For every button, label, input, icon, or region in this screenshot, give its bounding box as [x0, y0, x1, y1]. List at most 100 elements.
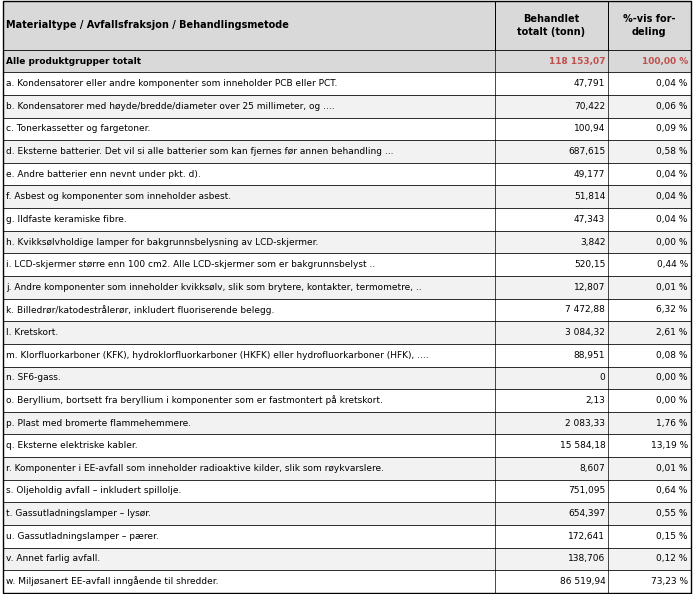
Text: Behandlet
totalt (tonn): Behandlet totalt (tonn) — [517, 14, 586, 37]
Text: 520,15: 520,15 — [574, 260, 605, 269]
Text: f. Asbest og komponenter som inneholder asbest.: f. Asbest og komponenter som inneholder … — [6, 192, 231, 201]
Text: t. Gassutladningslamper – lysør.: t. Gassutladningslamper – lysør. — [6, 509, 151, 518]
Text: 47,791: 47,791 — [574, 79, 605, 88]
Bar — [3, 480, 691, 503]
Text: Materialtype / Avfallsfraksjon / Behandlingsmetode: Materialtype / Avfallsfraksjon / Behandl… — [6, 20, 289, 30]
Text: 73,23 %: 73,23 % — [651, 577, 688, 586]
Text: 15 584,18: 15 584,18 — [559, 441, 605, 450]
Bar — [3, 254, 691, 276]
Bar — [3, 525, 691, 548]
Text: 0: 0 — [600, 374, 605, 383]
Text: q. Eksterne elektriske kabler.: q. Eksterne elektriske kabler. — [6, 441, 138, 450]
Text: k. Billedrør/katodestrålerør, inkludert fluoriserende belegg.: k. Billedrør/katodestrålerør, inkludert … — [6, 305, 275, 315]
Bar — [3, 344, 691, 366]
Text: 1,76 %: 1,76 % — [657, 419, 688, 428]
Text: n. SF6-gass.: n. SF6-gass. — [6, 374, 61, 383]
Text: 0,15 %: 0,15 % — [657, 532, 688, 541]
Text: 3 084,32: 3 084,32 — [566, 328, 605, 337]
Text: v. Annet farlig avfall.: v. Annet farlig avfall. — [6, 554, 101, 563]
Text: 2,61 %: 2,61 % — [657, 328, 688, 337]
Bar — [3, 95, 691, 118]
Text: %-vis for-
deling: %-vis for- deling — [623, 14, 675, 37]
Text: 0,58 %: 0,58 % — [657, 147, 688, 156]
Text: 3,842: 3,842 — [579, 238, 605, 247]
Bar — [3, 434, 691, 457]
Bar — [3, 548, 691, 570]
Text: r. Komponenter i EE-avfall som inneholder radioaktive kilder, slik som røykvarsl: r. Komponenter i EE-avfall som inneholde… — [6, 464, 384, 473]
Text: 0,09 %: 0,09 % — [657, 124, 688, 134]
Text: 0,01 %: 0,01 % — [657, 283, 688, 292]
Text: 654,397: 654,397 — [568, 509, 605, 518]
Text: p. Plast med bromerte flammehemmere.: p. Plast med bromerte flammehemmere. — [6, 419, 192, 428]
Text: 751,095: 751,095 — [568, 486, 605, 495]
Bar — [3, 366, 691, 389]
Bar — [3, 457, 691, 480]
Text: 172,641: 172,641 — [568, 532, 605, 541]
Text: b. Kondensatorer med høyde/bredde/diameter over 25 millimeter, og ....: b. Kondensatorer med høyde/bredde/diamet… — [6, 102, 335, 110]
Text: 8,607: 8,607 — [579, 464, 605, 473]
Text: 47,343: 47,343 — [574, 215, 605, 224]
Text: 0,55 %: 0,55 % — [657, 509, 688, 518]
Bar — [3, 163, 691, 185]
Text: 13,19 %: 13,19 % — [650, 441, 688, 450]
Bar — [3, 208, 691, 230]
Bar — [3, 185, 691, 208]
Text: 687,615: 687,615 — [568, 147, 605, 156]
Text: 0,01 %: 0,01 % — [657, 464, 688, 473]
Text: 100,94: 100,94 — [574, 124, 605, 134]
Bar — [3, 321, 691, 344]
Text: 100,00 %: 100,00 % — [641, 56, 688, 65]
Text: 0,04 %: 0,04 % — [657, 215, 688, 224]
Text: w. Miljøsanert EE-avfall inngående til shredder.: w. Miljøsanert EE-avfall inngående til s… — [6, 577, 219, 586]
Text: 0,04 %: 0,04 % — [657, 170, 688, 179]
Text: 51,814: 51,814 — [574, 192, 605, 201]
Bar — [3, 570, 691, 593]
Text: 0,64 %: 0,64 % — [657, 486, 688, 495]
Text: 0,00 %: 0,00 % — [657, 374, 688, 383]
Bar — [3, 72, 691, 95]
Text: g. Ildfaste keramiske fibre.: g. Ildfaste keramiske fibre. — [6, 215, 127, 224]
Text: c. Tonerkassetter og fargetoner.: c. Tonerkassetter og fargetoner. — [6, 124, 151, 134]
Text: 49,177: 49,177 — [574, 170, 605, 179]
Text: 6,32 %: 6,32 % — [657, 305, 688, 314]
Bar — [3, 118, 691, 140]
Bar — [3, 50, 691, 72]
Text: 2,13: 2,13 — [586, 396, 605, 405]
Text: 0,08 %: 0,08 % — [657, 350, 688, 360]
Bar — [3, 230, 691, 254]
Text: 2 083,33: 2 083,33 — [566, 419, 605, 428]
Text: 88,951: 88,951 — [574, 350, 605, 360]
Text: i. LCD-skjermer større enn 100 cm2. Alle LCD-skjermer som er bakgrunnsbelyst ..: i. LCD-skjermer større enn 100 cm2. Alle… — [6, 260, 375, 269]
Text: 138,706: 138,706 — [568, 554, 605, 563]
Bar — [3, 503, 691, 525]
Text: e. Andre batterier enn nevnt under pkt. d).: e. Andre batterier enn nevnt under pkt. … — [6, 170, 201, 179]
Text: 0,00 %: 0,00 % — [657, 396, 688, 405]
Text: 7 472,88: 7 472,88 — [566, 305, 605, 314]
Text: l. Kretskort.: l. Kretskort. — [6, 328, 58, 337]
Text: Alle produktgrupper totalt: Alle produktgrupper totalt — [6, 56, 142, 65]
Text: 12,807: 12,807 — [574, 283, 605, 292]
Text: h. Kvikksølvholdige lamper for bakgrunnsbelysning av LCD-skjermer.: h. Kvikksølvholdige lamper for bakgrunns… — [6, 238, 319, 247]
Text: u. Gassutladningslamper – pærer.: u. Gassutladningslamper – pærer. — [6, 532, 159, 541]
Text: 0,12 %: 0,12 % — [657, 554, 688, 563]
Bar — [3, 412, 691, 434]
Text: o. Beryllium, bortsett fra beryllium i komponenter som er fastmontert på kretsko: o. Beryllium, bortsett fra beryllium i k… — [6, 396, 383, 405]
Text: j. Andre komponenter som inneholder kvikksølv, slik som brytere, kontakter, term: j. Andre komponenter som inneholder kvik… — [6, 283, 422, 292]
Bar — [3, 276, 691, 299]
Bar — [3, 1, 691, 50]
Bar — [3, 299, 691, 321]
Text: d. Eksterne batterier. Det vil si alle batterier som kan fjernes før annen behan: d. Eksterne batterier. Det vil si alle b… — [6, 147, 393, 156]
Text: 86 519,94: 86 519,94 — [559, 577, 605, 586]
Text: 118 153,07: 118 153,07 — [549, 56, 605, 65]
Text: a. Kondensatorer eller andre komponenter som inneholder PCB eller PCT.: a. Kondensatorer eller andre komponenter… — [6, 79, 337, 88]
Text: 0,04 %: 0,04 % — [657, 192, 688, 201]
Text: 0,00 %: 0,00 % — [657, 238, 688, 247]
Text: 0,04 %: 0,04 % — [657, 79, 688, 88]
Text: s. Oljeholdig avfall – inkludert spillolje.: s. Oljeholdig avfall – inkludert spillol… — [6, 486, 182, 495]
Text: 0,06 %: 0,06 % — [657, 102, 688, 110]
Text: m. Klorfluorkarboner (KFK), hydroklorfluorkarboner (HKFK) eller hydrofluorkarbon: m. Klorfluorkarboner (KFK), hydroklorflu… — [6, 350, 429, 360]
Bar — [3, 389, 691, 412]
Bar — [3, 140, 691, 163]
Text: 0,44 %: 0,44 % — [657, 260, 688, 269]
Text: 70,422: 70,422 — [574, 102, 605, 110]
